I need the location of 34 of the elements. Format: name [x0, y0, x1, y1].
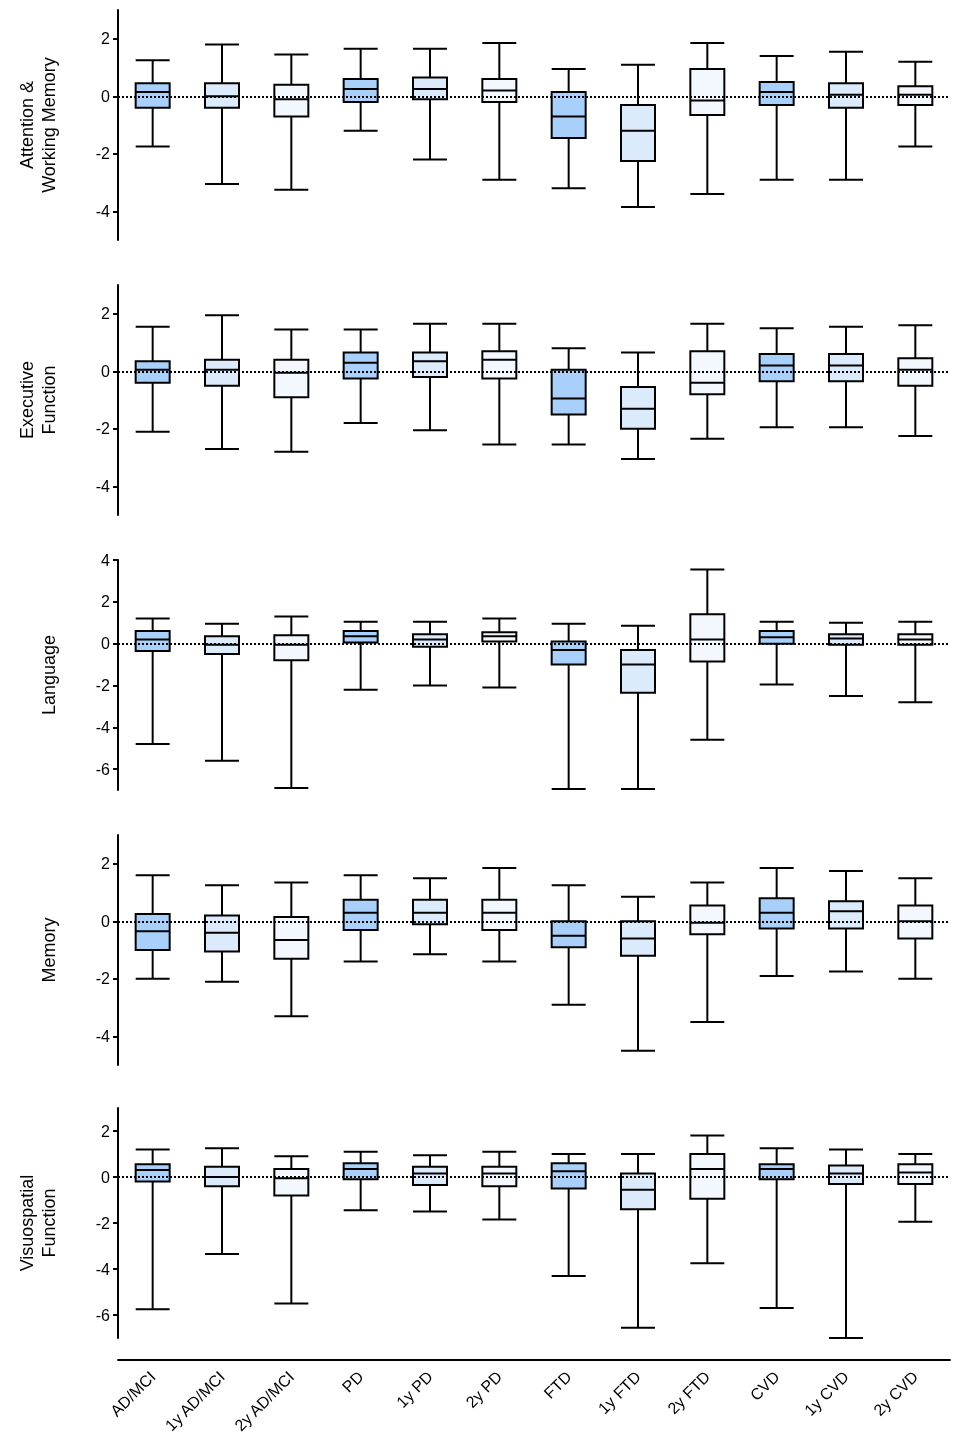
- y-axis-title: Language: [39, 634, 59, 716]
- y-tick-label: 2: [101, 305, 111, 323]
- y-tick-label: -6: [95, 760, 111, 778]
- x-tick-label: FTD: [540, 1367, 575, 1402]
- x-tick-label: PD: [338, 1367, 367, 1396]
- y-tick-label: 2: [101, 30, 111, 48]
- y-tick-label: -2: [95, 676, 111, 694]
- y-tick-label: -4: [95, 202, 111, 220]
- y-tick-label: 2: [101, 1122, 111, 1140]
- y-tick-label: -2: [95, 1214, 111, 1232]
- x-tick-label: 2y PD: [462, 1367, 506, 1411]
- y-axis-title: Memory: [39, 917, 59, 983]
- y-tick-label: -4: [95, 1260, 111, 1278]
- y-tick-label: 0: [101, 362, 111, 380]
- y-axis-title: Visuospatial Function: [17, 1174, 59, 1272]
- y-tick-label: -2: [95, 420, 111, 438]
- y-tick-label: -6: [95, 1306, 111, 1324]
- y-tick-label: 0: [101, 635, 111, 653]
- y-tick-label: 0: [101, 87, 111, 105]
- y-axis-title: Executive Function: [17, 360, 59, 440]
- y-tick-label: 0: [101, 1168, 111, 1186]
- y-axis-title: Attention & Working Memory: [17, 57, 59, 193]
- x-tick-label: 1y PD: [393, 1367, 437, 1411]
- y-tick-label: -2: [95, 145, 111, 163]
- y-tick-label: 4: [101, 551, 111, 569]
- y-tick-label: -4: [95, 1027, 111, 1045]
- y-tick-label: -2: [95, 970, 111, 988]
- y-tick-label: 2: [101, 855, 111, 873]
- x-tick-label: 2y FTD: [664, 1367, 714, 1418]
- y-tick-label: -4: [95, 718, 111, 736]
- y-tick-label: -4: [95, 477, 111, 495]
- y-tick-label: 0: [101, 912, 111, 930]
- x-tick-label: 1y FTD: [594, 1367, 645, 1418]
- y-tick-label: 2: [101, 593, 111, 611]
